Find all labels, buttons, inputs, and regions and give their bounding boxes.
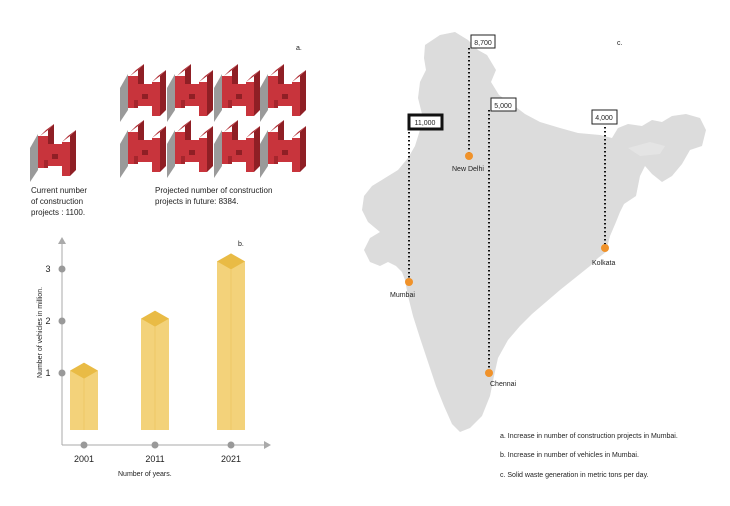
y-axis-arrow xyxy=(58,237,66,244)
y-tick-dot-2 xyxy=(58,317,66,325)
svg-text:8,700: 8,700 xyxy=(474,40,492,47)
x-tick-dot-2021 xyxy=(227,441,235,449)
x-axis-label: Number of years. xyxy=(118,471,172,478)
current-projects-line3: projects : 1100. xyxy=(31,208,85,217)
current-projects-line2: of construction xyxy=(31,197,83,206)
bars-layer: 1 2 3 2001 2011 2021 xyxy=(45,253,245,464)
value-box-chennai: 5,000 xyxy=(490,97,517,112)
legend-item-a: a. Increase in number of construction pr… xyxy=(500,433,678,440)
city-label-chennai: Chennai xyxy=(490,381,517,388)
bar-top-2011 xyxy=(141,310,169,327)
bar-top-2021 xyxy=(217,253,245,270)
projected-projects-line2: projects in future: 8384. xyxy=(155,197,239,206)
x-tick-label-2021: 2021 xyxy=(221,454,241,464)
panel-a-tag: a. xyxy=(296,45,302,52)
y-tick-dot-1 xyxy=(58,369,66,377)
x-tick-dot-2001 xyxy=(80,441,88,449)
value-box-kolkata: 4,000 xyxy=(591,109,618,125)
x-tick-label-2001: 2001 xyxy=(74,454,94,464)
city-label-new-delhi: New Delhi xyxy=(452,166,484,173)
bhutan-shape xyxy=(628,142,665,156)
x-tick-label-2011: 2011 xyxy=(145,454,164,464)
projected-projects-line1: Projected number of construction xyxy=(155,186,272,195)
panel-c-tag: c. xyxy=(617,40,623,47)
y-tick-label-2: 2 xyxy=(45,316,50,326)
legend-item-c: c. Solid waste generation in metric tons… xyxy=(500,472,649,479)
marker-chennai xyxy=(485,369,493,377)
marker-kolkata xyxy=(601,244,609,252)
value-box-mumbai: 11,000 xyxy=(407,113,444,131)
x-tick-dot-2011 xyxy=(151,441,159,449)
panel-c: c. 8,700 11,000 5,000 4,000 Ne xyxy=(362,32,706,432)
svg-text:4,000: 4,000 xyxy=(595,115,613,122)
panel-b-chart: b. Number of vehicles in million. Number… xyxy=(37,237,271,478)
y-tick-label-3: 3 xyxy=(45,264,50,274)
y-tick-label-1: 1 xyxy=(45,368,50,378)
y-tick-dot-3 xyxy=(58,265,66,273)
current-projects-line1: Current number xyxy=(31,186,87,195)
city-label-kolkata: Kolkata xyxy=(592,260,615,267)
city-label-mumbai: Mumbai xyxy=(390,292,415,299)
legend-item-b: b. Increase in number of vehicles in Mum… xyxy=(500,452,639,459)
bar-top-2001 xyxy=(70,362,98,379)
marker-mumbai xyxy=(405,278,413,286)
value-box-new-delhi: 8,700 xyxy=(470,34,496,49)
svg-text:5,000: 5,000 xyxy=(494,103,512,110)
legend: a. Increase in number of construction pr… xyxy=(500,433,678,479)
projected-projects-icons xyxy=(120,64,306,178)
svg-text:11,000: 11,000 xyxy=(415,120,436,127)
india-map-shape xyxy=(362,32,706,432)
panel-a: a. Current number of construction projec… xyxy=(30,45,306,217)
y-axis-label: Number of vehicles in million. xyxy=(37,287,44,378)
x-axis-arrow xyxy=(264,441,271,449)
marker-new-delhi xyxy=(465,152,473,160)
panel-b-tag: b. xyxy=(238,241,244,248)
current-projects-icon xyxy=(30,124,76,182)
